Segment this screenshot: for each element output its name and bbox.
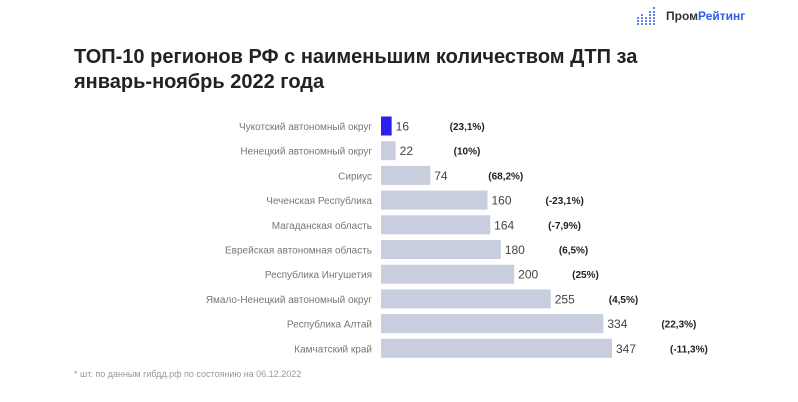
bar [381, 264, 515, 284]
value-label: 200 [518, 268, 538, 282]
bar [381, 289, 551, 309]
chart-title: ТОП-10 регионов РФ с наименьшим количест… [74, 46, 638, 93]
bar [381, 165, 431, 185]
category-label: Камчатский край [294, 344, 372, 355]
value-label: 22 [400, 144, 414, 158]
category-label: Еврейская автономная область [225, 245, 372, 257]
value-label: 164 [494, 218, 514, 232]
change-label: (23,1%) [450, 122, 485, 133]
value-label: 347 [616, 342, 636, 356]
category-label: Чеченская Республика [266, 195, 372, 207]
change-label: (-23,1%) [546, 196, 584, 207]
category-label: Ямало-Ненецкий автономный округ [206, 295, 373, 306]
change-label: (-11,3%) [670, 344, 708, 355]
bar [381, 116, 392, 136]
bar [381, 215, 491, 235]
value-label: 16 [396, 120, 410, 134]
footnote: * шт. по данным гибдд.рф по состоянию на… [74, 369, 302, 379]
logo-text: ПромРейтинг [666, 9, 746, 23]
change-label: (10%) [454, 147, 481, 158]
bar [381, 240, 501, 259]
value-label: 180 [505, 243, 525, 257]
category-label: Республика Ингушетия [265, 269, 372, 281]
bar [381, 141, 396, 161]
category-label: Республика Алтай [287, 319, 372, 331]
change-label: (25%) [572, 270, 599, 281]
category-label: Магаданская область [272, 220, 372, 232]
change-label: (-7,9%) [548, 221, 581, 232]
category-label: Ненецкий автономный округ [240, 147, 372, 158]
change-label: (68,2%) [488, 171, 523, 182]
logo-dots-icon [637, 7, 655, 25]
value-label: 255 [555, 292, 575, 306]
change-label: (22,3%) [661, 320, 696, 331]
bar [381, 314, 604, 334]
bar [381, 338, 612, 358]
value-label: 74 [434, 169, 448, 183]
bar [381, 190, 488, 210]
change-label: (6,5%) [559, 246, 588, 257]
change-label: (4,5%) [609, 295, 638, 306]
value-label: 334 [607, 317, 627, 331]
value-label: 160 [492, 194, 512, 208]
logo: ПромРейтинг [636, 6, 745, 26]
category-label: Чукотский автономный округ [239, 122, 372, 133]
category-label: Сириус [338, 171, 372, 182]
